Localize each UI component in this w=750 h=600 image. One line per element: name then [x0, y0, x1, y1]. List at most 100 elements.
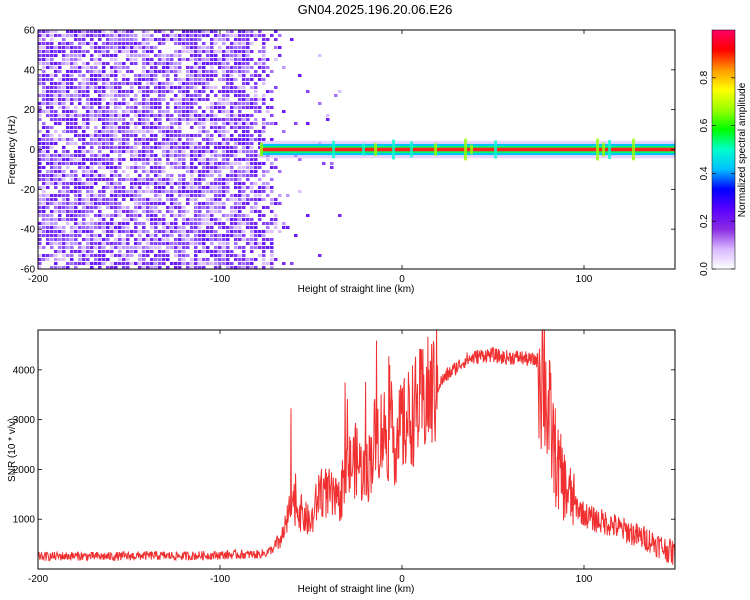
spectrogram-cell	[230, 206, 234, 209]
spectrogram-cell	[70, 206, 74, 209]
spectrogram-cell	[170, 222, 174, 225]
spectrogram-cell	[170, 138, 174, 141]
spectrogram-cell	[98, 94, 102, 97]
spectrogram-cell	[194, 54, 198, 57]
spectrogram-cell	[114, 78, 118, 81]
spectrogram-cell	[198, 118, 202, 121]
spectrogram-cell	[202, 146, 206, 149]
spectrogram-cell	[146, 126, 150, 129]
spectrogram-cell	[254, 94, 258, 97]
spectrogram-cell	[62, 158, 66, 161]
spectrogram-cell	[74, 134, 78, 137]
spectrogram-cell	[150, 238, 154, 241]
spectrogram-cell	[198, 250, 202, 253]
spectrogram-cell	[214, 106, 218, 109]
spectrogram-cell	[198, 234, 202, 237]
spectrogram-cell	[234, 254, 238, 257]
spectrogram-cell	[238, 86, 242, 89]
spectrogram-cell	[194, 82, 198, 85]
spectrogram-cell	[70, 258, 74, 261]
spectrogram-cell	[122, 50, 126, 53]
spectrogram-y-tick-label: -60	[21, 265, 36, 276]
spectrogram-cell	[194, 86, 198, 89]
spectrogram-cell	[158, 54, 162, 57]
spectrogram-cell	[178, 122, 182, 125]
spectrogram-cell	[174, 238, 178, 241]
spectrogram-cell	[142, 50, 146, 53]
spectrogram-cell	[162, 74, 166, 77]
spectrogram-cell	[150, 114, 154, 117]
spectrogram-cell	[198, 58, 202, 61]
spectrogram-cell	[178, 58, 182, 61]
spectrogram-cell	[38, 130, 42, 133]
spectrogram-cell	[162, 238, 166, 241]
spectrogram-cell	[62, 186, 66, 189]
spectrogram-cell	[262, 58, 266, 61]
spectrogram-cell	[254, 38, 258, 41]
spectrogram-cell	[230, 114, 234, 117]
spectrogram-cell	[142, 46, 146, 49]
spectrogram-cell	[82, 114, 86, 117]
spectrogram-cell	[214, 238, 218, 241]
spectrogram-cell	[146, 114, 150, 117]
spectrogram-cell	[218, 258, 222, 261]
spectrogram-cell	[214, 62, 218, 65]
spectrogram-cell	[198, 262, 202, 265]
spectrogram-cell	[190, 170, 194, 173]
spectrogram-cell	[110, 122, 114, 125]
spectrogram-cell	[130, 134, 134, 137]
spectrogram-cell	[102, 34, 106, 37]
spectrogram-cell	[190, 46, 194, 49]
spectrogram-cell	[254, 34, 258, 37]
spectrogram-cell	[282, 262, 286, 265]
spectrogram-cell	[142, 42, 146, 45]
spectrogram-cell	[222, 202, 226, 205]
spectrogram-cell	[250, 78, 254, 81]
spectrogram-cell	[186, 190, 190, 193]
spectrogram-cell	[214, 202, 218, 205]
spectrogram-cell	[142, 70, 146, 73]
spectrogram-cell	[226, 46, 230, 49]
spectrogram-cell	[118, 130, 122, 133]
spectrogram-cell	[134, 78, 138, 81]
carrier-bump	[332, 140, 336, 159]
spectrogram-cell	[170, 206, 174, 209]
spectrogram-cell	[178, 38, 182, 41]
spectrogram-cell	[62, 162, 66, 165]
spectrogram-cell	[194, 90, 198, 93]
spectrogram-cell	[278, 34, 282, 37]
spectrogram-cell	[182, 154, 186, 157]
spectrogram-cell	[78, 54, 82, 57]
spectrogram-cell	[110, 190, 114, 193]
spectrogram-cell	[250, 246, 254, 249]
spectrogram-cell	[238, 122, 242, 125]
spectrogram-cell	[222, 178, 226, 181]
spectrogram-cell	[130, 50, 134, 53]
spectrogram-cell	[222, 38, 226, 41]
spectrogram-cell	[178, 110, 182, 113]
spectrogram-cell	[122, 102, 126, 105]
spectrogram-cell	[46, 130, 50, 133]
spectrogram-cell	[158, 170, 162, 173]
spectrogram-cell	[102, 162, 106, 165]
spectrogram-cell	[154, 86, 158, 89]
spectrogram-cell	[174, 206, 178, 209]
spectrogram-cell	[150, 266, 154, 269]
spectrogram-cell	[70, 74, 74, 77]
spectrogram-cell	[194, 46, 198, 49]
spectrogram-cell	[214, 194, 218, 197]
spectrogram-cell	[194, 202, 198, 205]
spectrogram-cell	[110, 246, 114, 249]
spectrogram-cell	[258, 146, 262, 149]
spectrogram-cell	[262, 66, 266, 69]
spectrogram-cell	[86, 186, 90, 189]
spectrogram-cell	[38, 74, 42, 77]
spectrogram-cell	[126, 190, 130, 193]
spectrogram-cell	[250, 230, 254, 233]
spectrogram-cell	[98, 154, 102, 157]
spectrogram-cell	[106, 74, 110, 77]
spectrogram-cell	[170, 166, 174, 169]
spectrogram-cell	[238, 178, 242, 181]
spectrogram-cell	[330, 166, 334, 169]
spectrogram-cell	[162, 214, 166, 217]
